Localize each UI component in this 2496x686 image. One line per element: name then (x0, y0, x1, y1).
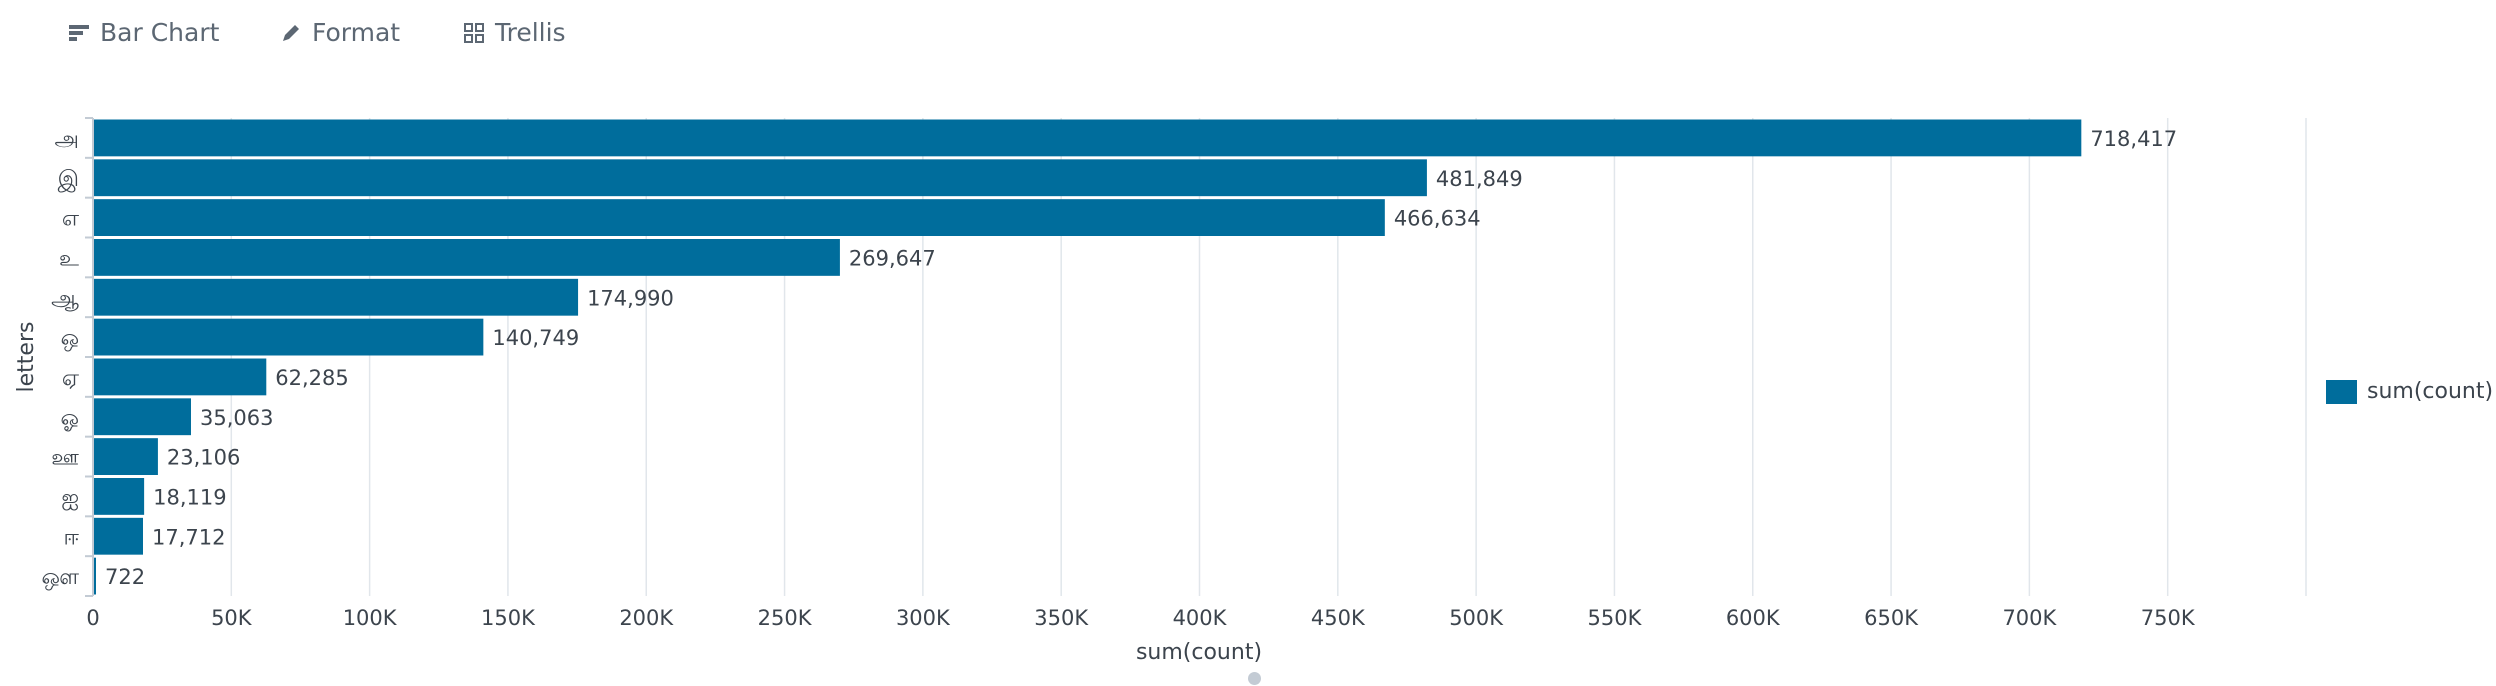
y-tick-label: ஈ (63, 525, 79, 550)
bar[interactable] (94, 517, 143, 555)
format-label: Format (312, 18, 401, 47)
x-tick-label: 150K (481, 606, 536, 630)
y-tick-label: ஊ (51, 446, 79, 471)
resize-handle[interactable] (1248, 672, 1261, 685)
x-tick-label: 550K (1588, 606, 1643, 630)
x-tick-label: 50K (211, 606, 253, 630)
data-label: 62,285 (275, 366, 348, 390)
viz-toolbar: Bar Chart Format Trellis (0, 0, 2496, 70)
data-label: 481,849 (1436, 167, 1523, 191)
data-label: 718,417 (2090, 127, 2177, 151)
bar[interactable] (94, 199, 1385, 236)
y-tick-label: அ (55, 127, 79, 152)
bar[interactable] (94, 557, 96, 595)
y-tick-label: ஐ (61, 485, 79, 510)
x-axis-title: sum(count) (1136, 640, 1262, 665)
bar[interactable] (94, 398, 191, 436)
bar[interactable] (94, 159, 1427, 197)
data-label: 174,990 (587, 286, 674, 310)
data-label: 722 (105, 565, 145, 589)
x-tick-label: 650K (1864, 606, 1919, 630)
bar-chart-button[interactable]: Bar Chart (68, 18, 219, 47)
x-tick-label: 250K (758, 606, 813, 630)
x-tick-label: 350K (1034, 606, 1089, 630)
y-tick-label: ஏ (62, 366, 79, 391)
data-label: 466,634 (1394, 207, 1481, 231)
x-tick-label: 300K (896, 606, 951, 630)
bar[interactable] (94, 478, 145, 515)
data-label: 23,106 (167, 446, 240, 470)
y-axis-title: letters (14, 322, 39, 393)
trellis-button[interactable]: Trellis (463, 18, 566, 47)
x-tick-label: 700K (2002, 606, 2057, 630)
format-button[interactable]: Format (280, 18, 400, 47)
trellis-label: Trellis (495, 18, 566, 47)
y-tick-label: ஔ (41, 565, 79, 590)
bar-chart-icon (69, 24, 89, 41)
data-label: 17,712 (152, 525, 225, 549)
data-label: 18,119 (153, 485, 226, 509)
pencil-icon (283, 24, 299, 41)
y-tick-label: ஓ (61, 406, 79, 431)
x-tick-label: 750K (2141, 606, 2196, 630)
y-tick-label: எ (62, 207, 80, 232)
y-tick-label: ஆ (51, 286, 79, 311)
x-tick-label: 600K (1726, 606, 1781, 630)
x-tick-label: 400K (1173, 606, 1228, 630)
bar-chart-label: Bar Chart (100, 18, 220, 47)
x-tick-label: 0 (86, 606, 99, 630)
data-label: 140,749 (492, 326, 579, 350)
x-tick-label: 500K (1449, 606, 1504, 630)
legend[interactable]: sum(count) (2326, 379, 2493, 404)
legend-swatch (2326, 379, 2357, 404)
y-tick-label: இ (58, 167, 79, 192)
y-tick-label: ஒ (61, 326, 79, 351)
gridlines (230, 118, 2307, 596)
bar[interactable] (94, 119, 2082, 157)
bars: 718,417 481,849 466,634 269,647 174,990 140,7… (94, 119, 2177, 595)
bar[interactable] (94, 278, 579, 316)
data-label: 35,063 (200, 406, 273, 430)
bar[interactable] (94, 239, 840, 276)
bar[interactable] (94, 318, 484, 356)
grid-icon (464, 22, 484, 43)
x-tick-label: 100K (343, 606, 398, 630)
x-tick-label: 200K (619, 606, 674, 630)
axes: 0 50K 100K 150K 200K 250K 300K 350K 400K 450K 500K… (41, 117, 2196, 630)
x-tick-label: 450K (1311, 606, 1366, 630)
bar[interactable] (94, 358, 267, 396)
bar[interactable] (94, 438, 158, 475)
data-label: 269,647 (849, 246, 936, 270)
legend-label: sum(count) (2367, 379, 2494, 404)
y-tick-label: உ (59, 246, 79, 271)
